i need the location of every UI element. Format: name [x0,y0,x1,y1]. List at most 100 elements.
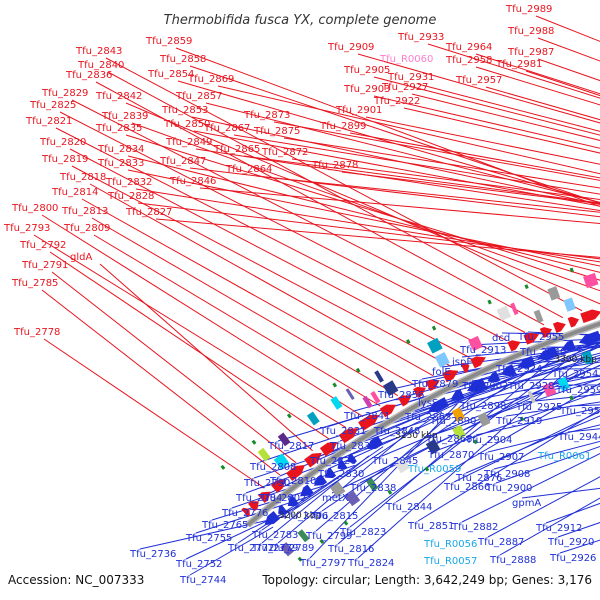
forward-gene-label: Tfu_2909 [327,42,374,53]
cog-block [280,542,294,557]
reverse-gene-label: Tfu_2926 [549,553,596,564]
reverse-gene-label: Tfu_2844 [385,502,432,513]
reverse-gene-label: Tfu_2796 [281,511,328,522]
trna-gene-label: Tfu_R0057 [423,556,477,567]
cog-block [273,453,290,470]
forward-leader-line [417,83,600,132]
trna-gene-label: Tfu_R0059 [407,464,461,475]
forward-gene-arrow [258,491,271,503]
forward-gene-label: Tfu_2858 [159,54,206,65]
reverse-gene-arrow [450,388,465,401]
reverse-gene-arrow [313,474,328,486]
reverse-gene-label: Tfu_2907 [477,452,524,463]
reverse-gene-arrow [366,435,384,450]
reverse-gene-label: Tfu_2802 [259,493,306,504]
forward-gene-label: Tfu_2903 [343,84,390,95]
gc-tick [319,539,325,545]
reverse-gene-label: Tfu_2810 [269,476,316,487]
reverse-leader-line [349,348,583,528]
reverse-leader-line [487,476,600,538]
forward-leader-line [233,134,600,195]
forward-gene-label: Tfu_2878 [311,160,358,171]
reverse-gene-label: ispF [452,357,472,368]
forward-leader-line [243,155,600,204]
cog-block [563,297,576,312]
reverse-gene-label: Tfu_2826 [309,456,356,467]
gc-tick [251,439,257,445]
forward-gene-label: Tfu_2901 [335,105,382,116]
forward-gene-arrow [580,309,600,324]
gc-tick [431,325,437,331]
reverse-gene-label: Tfu_2808 [249,462,296,473]
forward-gene-label: Tfu_2813 [61,206,108,217]
reverse-gene-arrow [517,355,536,369]
forward-leader-line [55,127,489,350]
reverse-leader-line [139,515,287,550]
reverse-leader-line [495,445,600,484]
forward-gene-label: Tfu_2819 [41,154,88,165]
forward-leader-line [125,134,600,281]
reverse-leader-line [441,344,600,368]
forward-leader-line [125,102,600,305]
cog-block [452,424,466,440]
forward-gene-label: Tfu_2872 [261,147,308,158]
forward-gene-arrow [567,316,580,328]
reverse-gene-label: Tfu_2887 [477,537,524,548]
reverse-gene-arrow [578,330,600,345]
cog-block [533,309,544,323]
forward-gene-arrow [270,479,287,493]
forward-gene-label: Tfu_2850 [163,119,210,130]
forward-gene-arrow [442,370,459,383]
forward-gene-arrow [460,362,470,374]
reverse-gene-label: Tfu_2919 [495,416,542,427]
forward-gene-arrow [413,386,426,398]
forward-leader-line [291,158,600,200]
gc-tick [569,395,574,401]
forward-gene-label: Tfu_2867 [203,123,250,134]
cog-block [510,302,519,316]
forward-gene-label: Tfu_2800 [11,203,58,214]
reverse-gene-label: Tfu_2776 [221,508,268,519]
forward-gene-label: Tfu_2834 [97,144,144,155]
forward-leader-line [193,130,600,207]
reverse-leader-line [387,341,600,391]
forward-gene-arrow [539,327,553,338]
forward-gene-label: Tfu_2865 [213,144,260,155]
reverse-leader-line [279,373,519,477]
map-title: Thermobifida fusca YX, complete genome [164,13,437,28]
forward-gene-label: Tfu_2988 [507,26,554,37]
forward-leader-line [373,95,600,149]
reverse-gene-arrow [347,453,357,464]
forward-leader-line [127,169,600,267]
forward-leader-line [255,175,600,213]
reverse-gene-label: Tfu_2879 [411,379,458,390]
reverse-gene-label: Tfu_2920 [547,537,594,548]
reverse-leader-line [487,424,600,453]
backbone-core [246,321,600,527]
reverse-gene-label: Tfu_2830 [317,469,364,480]
scale-label: 3200 kbp [279,511,322,521]
accession-text: Accession: NC_007333 [8,573,144,587]
forward-gene-label: Tfu_2987 [507,47,554,58]
cog-block [583,272,599,289]
reverse-gene-arrow [287,495,299,507]
forward-gene-arrow [358,414,380,431]
forward-leader-line [93,234,381,407]
forward-leader-line [341,171,600,205]
forward-leader-line [199,187,600,225]
forward-gene-label: Tfu_2854 [147,69,194,80]
reverse-gene-label: Tfu_2900 [485,483,532,494]
forward-gene-label: Tfu_2869 [187,74,234,85]
reverse-gene-label: Tfu_2789 [267,543,314,554]
forward-gene-label: Tfu_2833 [97,158,144,169]
reverse-gene-label: Tfu_2752 [175,559,222,570]
forward-leader-line [91,217,399,397]
cog-block [434,352,450,368]
forward-leader-line [81,198,416,386]
cog-block [306,411,320,426]
forward-leader-line [59,111,507,341]
forward-leader-line [49,251,330,440]
cog-block [394,457,410,474]
reverse-gene-label: folE [432,367,451,378]
